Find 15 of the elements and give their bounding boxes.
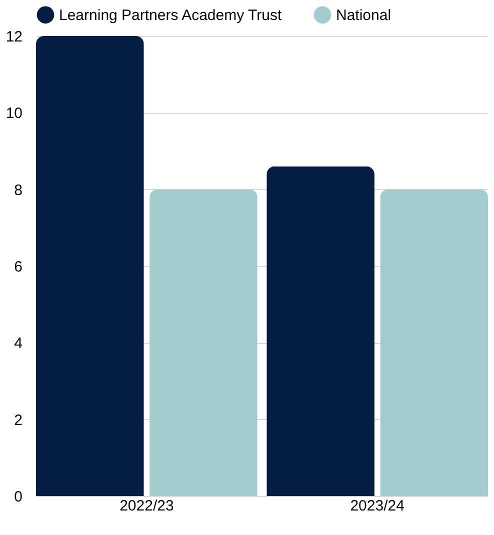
bar xyxy=(266,166,374,496)
bar xyxy=(380,189,488,496)
y-tick-label: 6 xyxy=(14,258,22,276)
y-tick-label: 8 xyxy=(14,182,22,199)
bar xyxy=(36,36,144,496)
y-tick-label: 0 xyxy=(14,488,22,506)
bar xyxy=(150,189,258,496)
legend-label: National xyxy=(336,6,392,24)
y-tick-label: 2 xyxy=(14,412,22,429)
y-tick-label: 4 xyxy=(14,335,22,352)
y-tick-label: 12 xyxy=(6,28,22,46)
legend-label: Learning Partners Academy Trust xyxy=(59,6,282,24)
y-tick-label: 10 xyxy=(6,105,22,122)
x-tick-label: 2022/23 xyxy=(120,498,174,514)
x-tick-label: 2023/24 xyxy=(350,498,404,514)
